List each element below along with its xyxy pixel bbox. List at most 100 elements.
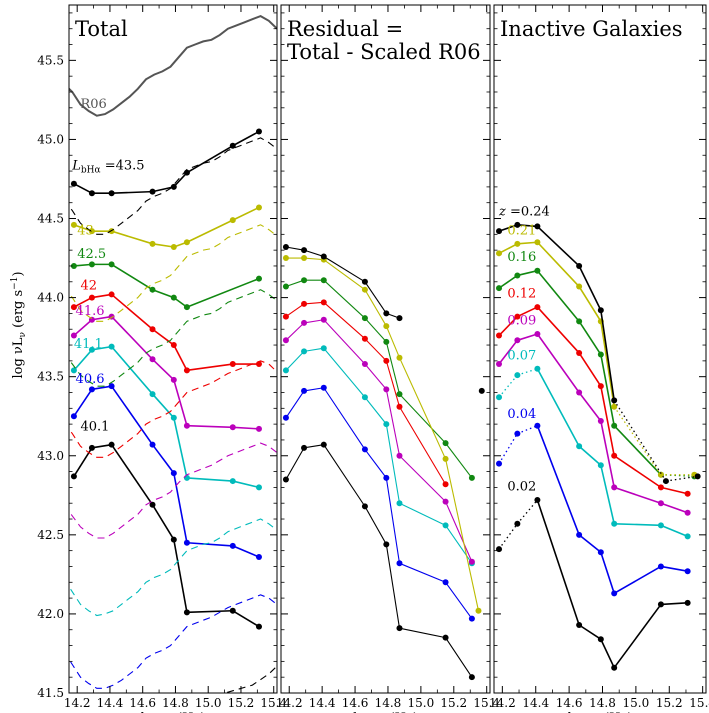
data-point: [301, 277, 308, 284]
series-0-02: [496, 497, 691, 671]
data-point: [514, 240, 521, 247]
data-point: [149, 391, 156, 398]
data-point: [442, 481, 449, 488]
data-point: [183, 539, 190, 546]
data-point: [229, 607, 236, 614]
series-segment: [385, 341, 401, 395]
data-point: [70, 304, 77, 311]
series-segment: [517, 241, 538, 245]
series-segment: [498, 433, 518, 465]
data-point: [183, 422, 190, 429]
data-point: [255, 204, 262, 211]
series-segment: [111, 190, 153, 195]
series-segment: [91, 315, 112, 321]
data-point: [657, 601, 664, 608]
data-point: [534, 267, 541, 274]
data-point: [361, 446, 368, 453]
series-segment: [152, 328, 175, 346]
data-point: [684, 533, 691, 540]
series-segment: [536, 333, 580, 393]
data-point: [282, 337, 289, 344]
data-point: [496, 285, 503, 292]
x-axis-label: log ν (Hz): [568, 711, 633, 713]
data-point: [396, 560, 403, 567]
data-point: [475, 607, 482, 614]
data-point: [534, 239, 541, 246]
data-point: [657, 471, 664, 478]
series-segment: [173, 379, 188, 426]
series-segment: [364, 317, 387, 343]
panel-title: Residual =: [287, 17, 403, 41]
series-segment: [232, 545, 260, 558]
series-segment: [517, 368, 538, 376]
series-segment: [232, 206, 260, 221]
series-segment: [517, 224, 538, 228]
series-segment: [285, 350, 305, 371]
data-point: [229, 142, 236, 149]
series-label: 0.21: [507, 223, 536, 238]
plot-area-3: [496, 221, 701, 671]
data-point: [611, 484, 618, 491]
scaled-r06-line: [223, 665, 277, 693]
data-point: [108, 291, 115, 298]
series-label: z =0.24: [498, 204, 550, 219]
series-segment: [445, 637, 473, 678]
data-point: [320, 345, 327, 352]
data-point: [684, 599, 691, 606]
series-segment: [91, 345, 112, 351]
plot-area-1: [69, 14, 277, 693]
series-segment: [536, 270, 580, 322]
series-segment: [600, 321, 615, 407]
data-point: [597, 383, 604, 390]
series-label: 0.16: [507, 250, 536, 265]
series-segment: [613, 455, 662, 489]
data-point: [496, 228, 503, 235]
data-point: [468, 674, 475, 681]
series-label: 0.04: [507, 407, 536, 422]
series-segment: [323, 319, 366, 365]
data-point: [597, 549, 604, 556]
series-label: 41.6: [76, 304, 105, 319]
data-point: [149, 441, 156, 448]
scaled-r06-line: [69, 137, 277, 235]
data-point: [320, 316, 327, 323]
data-point: [301, 348, 308, 355]
y-tick-label: 44.0: [37, 291, 64, 305]
series-segment: [600, 310, 615, 401]
series-label: 41.1: [74, 337, 103, 352]
series-label: 40.6: [76, 372, 105, 387]
series-segment: [364, 363, 387, 390]
y-tick-label: 42.5: [37, 528, 64, 542]
series-segment: [186, 277, 260, 308]
data-point: [611, 520, 618, 527]
y-tick-label: 44.5: [37, 212, 64, 226]
series-segment: [323, 279, 366, 319]
x-tick-label: 14.2: [276, 696, 303, 710]
data-point: [282, 283, 289, 290]
data-point: [597, 636, 604, 643]
series-segment: [285, 303, 305, 318]
x-tick-label: 15.0: [623, 696, 650, 710]
y-tick-label: 43.0: [37, 449, 64, 463]
series-segment: [399, 455, 446, 503]
data-point: [611, 403, 618, 410]
data-point: [282, 243, 289, 250]
data-point: [611, 664, 618, 671]
series-segment: [364, 338, 387, 362]
data-point: [301, 387, 308, 394]
series-segment: [73, 183, 93, 194]
data-point: [657, 563, 664, 570]
panel-2: 14.2 14.4 14.6 14.8 15.0 15.2 15.4 log ν (Hz) Re…: [276, 4, 500, 713]
y-tick-label: 43.5: [37, 370, 64, 384]
series-41-6: [69, 313, 277, 539]
data-point: [478, 387, 485, 394]
data-point: [149, 188, 156, 195]
series-segment: [323, 444, 366, 507]
data-point: [396, 354, 403, 361]
series-segment: [578, 392, 602, 422]
data-point: [108, 261, 115, 268]
y-tick-label: 41.5: [37, 686, 64, 700]
data-point: [255, 275, 262, 282]
data-point: [611, 397, 618, 404]
series-segment: [303, 444, 324, 449]
